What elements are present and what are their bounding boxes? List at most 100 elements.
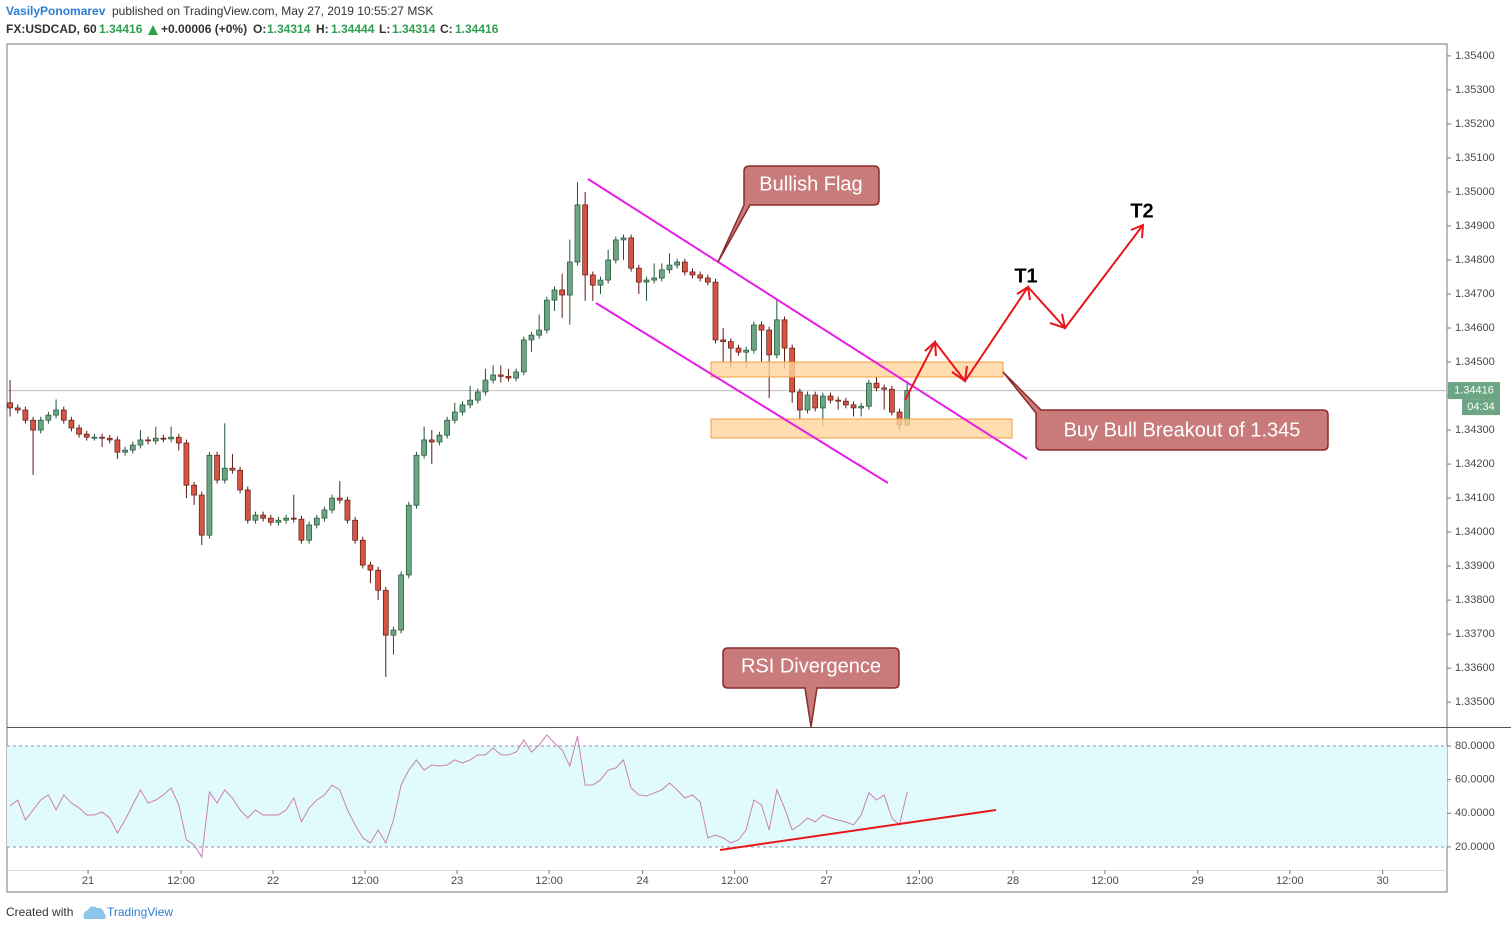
candle-body [474,391,481,401]
candle-body [375,569,381,591]
candle-body [260,514,266,519]
candle-body [467,399,473,406]
candle-body [889,388,895,413]
price-tag [1448,382,1500,400]
ohlc-value: 1.34444 [331,22,375,36]
footer-brand[interactable]: TradingView [107,905,173,919]
callout-box [722,647,900,728]
candle-body [842,400,849,406]
candle-body [674,261,681,266]
rsi-band [7,746,1447,847]
divergence-line [719,809,997,851]
candle-body [137,439,144,446]
up-triangle [148,25,158,35]
candle-body [237,469,243,491]
candle-body [704,277,711,283]
candle-body [168,436,174,440]
candle-body [436,434,443,443]
candle-body [428,439,435,443]
candle-body [589,274,596,286]
candle-body [60,409,67,421]
candle-body [635,267,642,283]
y-tick-label: 1.35400 [1455,50,1495,62]
candle-body [681,261,688,273]
candle-body [145,439,151,442]
y-tick-label: 40.0000 [1455,807,1495,819]
candle-body [543,299,550,331]
y-tick-label: 1.33600 [1455,662,1495,674]
candle-body [290,517,297,520]
candle-body [45,414,52,421]
y-tick-label: 1.33900 [1455,560,1495,572]
candle-body [605,259,612,281]
candle-body [191,484,197,496]
candle-body [398,574,404,631]
y-tick-label: 1.34200 [1455,458,1495,470]
candle-body [666,264,673,271]
candle-body [727,341,734,349]
candle-body [68,419,75,429]
x-tick-label: 21 [82,875,94,887]
arrowheads [924,223,1145,383]
candle-body [743,349,750,353]
callout-text: Buy Bull Breakout of 1.345 [1064,419,1301,441]
y-tick-label: 1.35300 [1455,84,1495,96]
candle-body [866,382,872,407]
candle-body [720,339,727,342]
y-tick-label: 1.34700 [1455,288,1495,300]
change: +0.00006 (+0%) [161,22,247,36]
y-tick-label: 1.33700 [1455,628,1495,640]
candle-body [781,319,788,349]
rsi-pane [7,734,1447,859]
x-tick-label: 27 [821,875,833,887]
x-tick-label: 24 [637,875,649,887]
candle-body [444,419,450,436]
rsi-line [9,734,908,859]
candle-body [313,517,320,526]
candle-body [482,379,489,393]
ohlc-label: C: [440,22,453,36]
x-tick-label: 12:00 [906,875,934,887]
candle-body [122,449,128,453]
x-tick-label: 29 [1192,875,1204,887]
candle-body [7,402,13,409]
callout-text: RSI Divergence [741,655,881,677]
candle-body [451,411,458,421]
x-tick-label: 12:00 [351,875,379,887]
candle-body [76,427,82,435]
channel-top [587,178,1028,460]
x-tick-label: 23 [451,875,463,887]
y-tick-label: 1.34500 [1455,356,1495,368]
y-tick-label: 1.35000 [1455,186,1495,198]
y-tick-label: 1.34100 [1455,492,1495,504]
candle-body [559,289,565,296]
candle-body [697,274,704,279]
countdown-tag [1462,399,1500,416]
candle-body [214,454,220,481]
candle-body [160,437,167,440]
drawings: Bullish Flag Buy Bull Breakout of 1.345 … [587,165,1329,851]
candle-body [712,281,719,341]
candle-body [352,519,358,541]
y-tick-label: 1.34900 [1455,220,1495,232]
candle-body [850,404,857,409]
candle-body [22,409,29,421]
author[interactable]: VasilyPonomarev [6,4,106,18]
ohlc-value: 1.34416 [455,22,499,36]
candle-body [53,409,59,416]
candle-body [114,439,121,453]
candle-body [536,329,542,336]
ohlc-label: H: [316,22,329,36]
candle-body [804,394,811,411]
candle-body [528,334,535,341]
candle-body [329,497,335,511]
support-zone [710,418,1013,439]
candle-body [359,539,366,566]
candle-body [658,269,665,279]
candle-body [183,442,190,486]
candle-body [152,437,159,442]
candle-body [221,467,228,481]
candle-body [175,436,182,444]
candle-body [620,237,627,241]
candle-body [421,439,427,456]
